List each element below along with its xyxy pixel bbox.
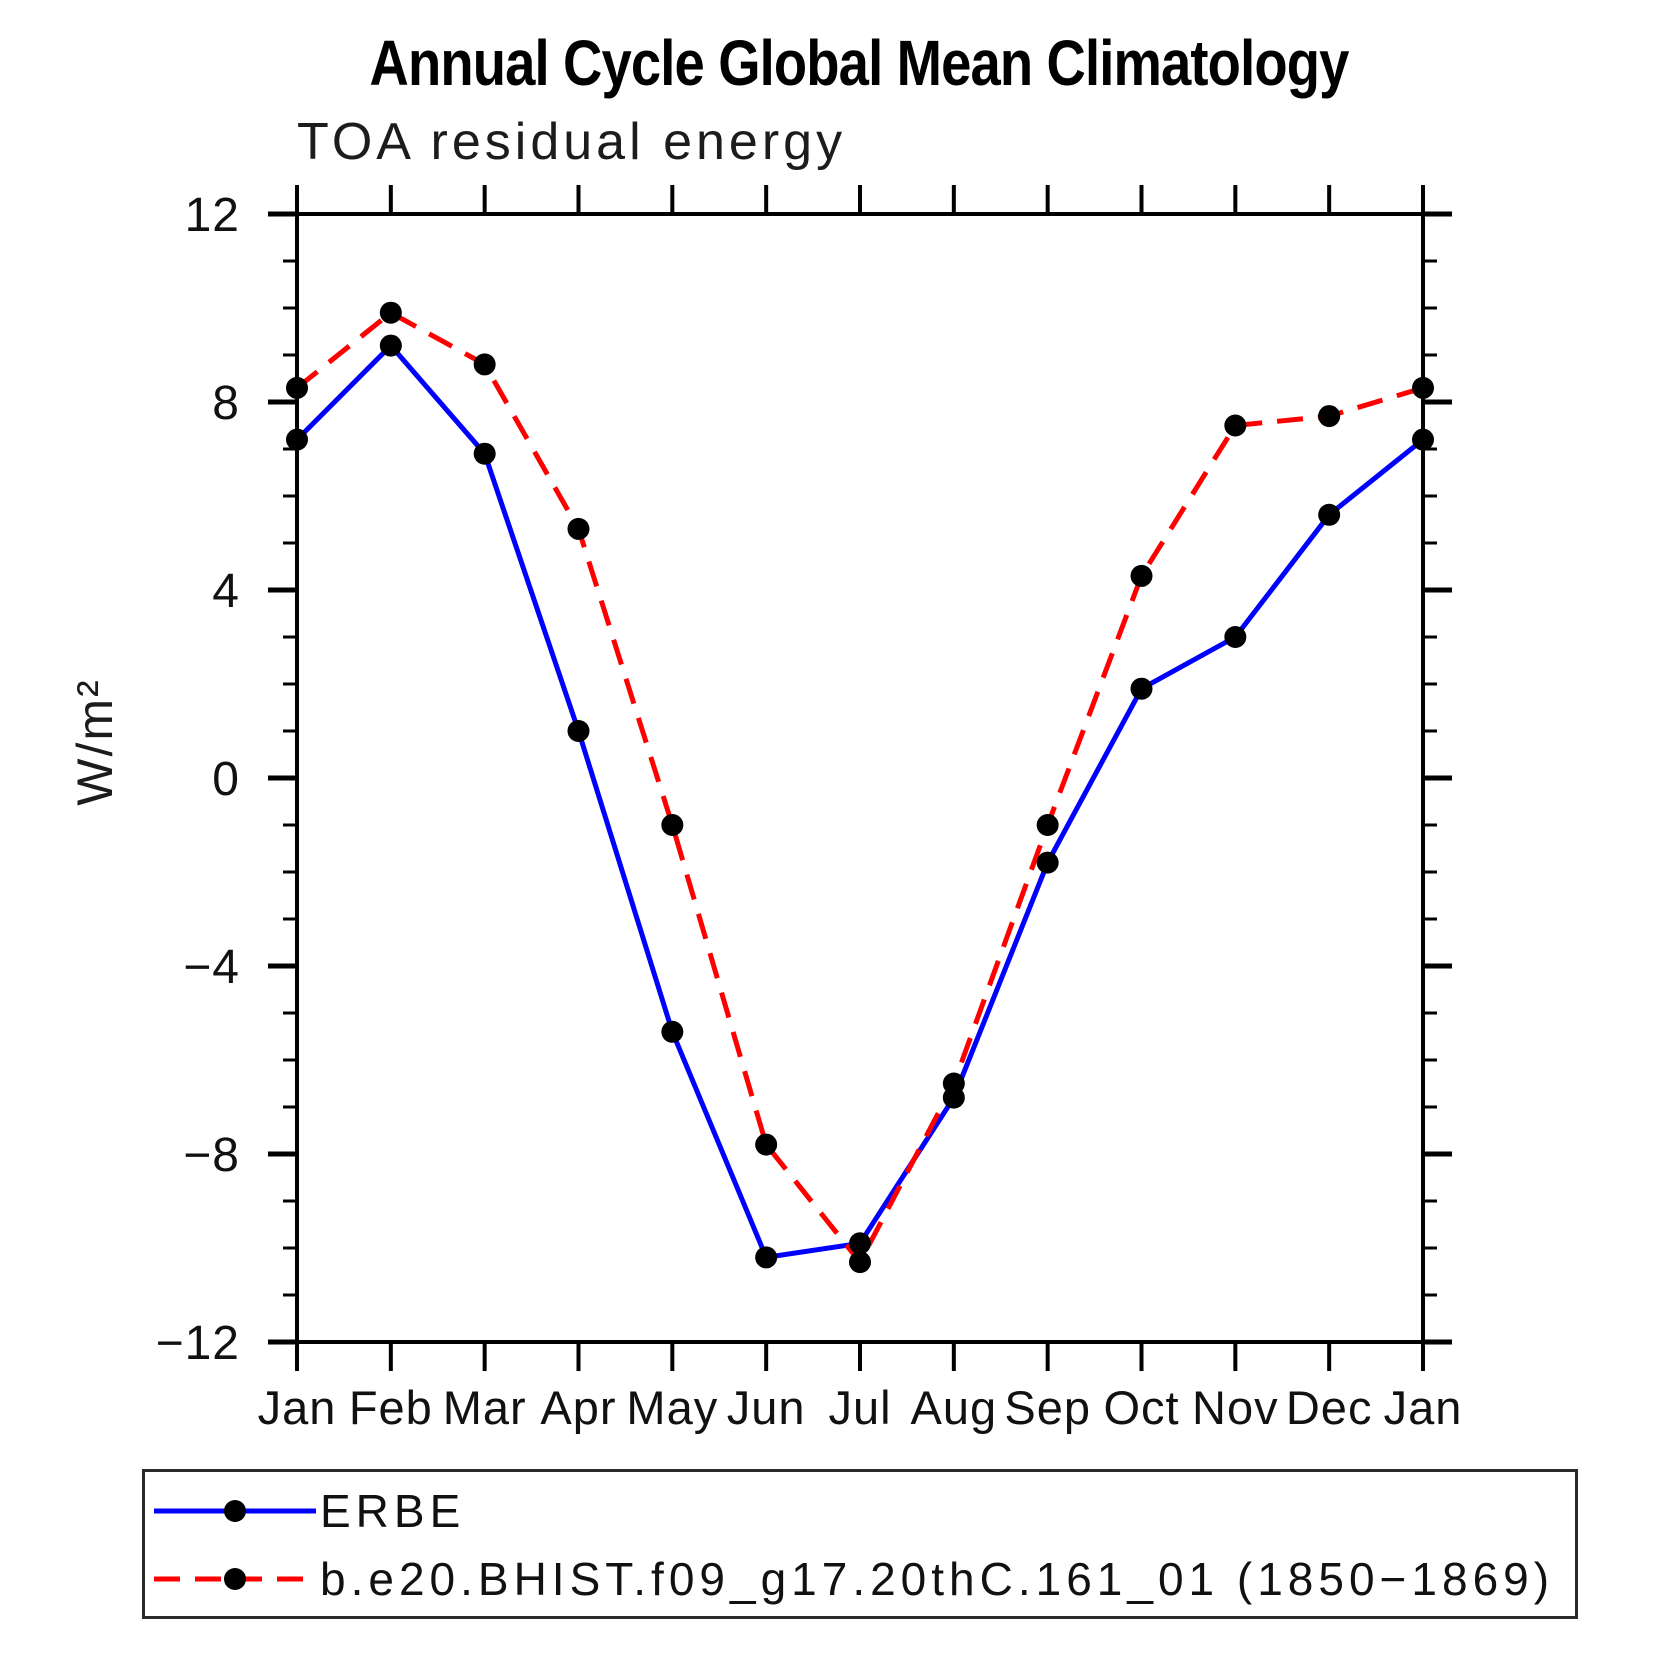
data-point-1 xyxy=(379,301,402,324)
data-point-0 xyxy=(1412,428,1434,451)
data-point-0 xyxy=(849,1232,871,1255)
data-point-1 xyxy=(567,517,590,540)
data-point-0 xyxy=(661,1020,684,1043)
y-tick-label: 12 xyxy=(185,189,240,242)
data-point-1 xyxy=(1130,564,1153,587)
legend-line-sample-erbe xyxy=(154,1500,316,1522)
data-point-1 xyxy=(942,1072,965,1095)
legend-label-erbe: ERBE xyxy=(320,1485,466,1537)
data-point-1 xyxy=(473,353,496,376)
y-tick-label: −4 xyxy=(183,941,240,994)
data-point-0 xyxy=(286,428,308,451)
data-point-1 xyxy=(1036,814,1059,836)
data-point-1 xyxy=(849,1251,871,1274)
x-tick-label: Dec xyxy=(1286,1381,1373,1434)
y-tick-label: −8 xyxy=(183,1129,240,1182)
data-point-0 xyxy=(567,720,590,742)
legend-line-sample-model xyxy=(154,1568,316,1590)
x-tick-label: Sep xyxy=(1004,1381,1091,1434)
data-point-0 xyxy=(1036,851,1059,874)
data-point-1 xyxy=(1412,376,1434,399)
x-tick-label: Oct xyxy=(1103,1381,1179,1434)
data-point-0 xyxy=(1130,677,1153,700)
y-tick-label: 8 xyxy=(212,377,240,430)
data-point-0 xyxy=(1224,626,1247,648)
data-point-1 xyxy=(286,376,308,399)
series-line-0 xyxy=(295,341,1425,1261)
x-tick-label: May xyxy=(626,1381,718,1434)
x-tick-label: Mar xyxy=(443,1381,527,1434)
legend-item-model: b.e20.BHIST.f09_g17.20thC.161_01 (1850−1… xyxy=(150,1553,1555,1605)
series-line-1 xyxy=(295,309,1424,1267)
legend-label-model: b.e20.BHIST.f09_g17.20thC.161_01 (1850−1… xyxy=(320,1553,1555,1605)
chart-subtitle: TOA residual energy xyxy=(297,113,847,171)
y-tick-label: −12 xyxy=(156,1317,240,1370)
data-point-1 xyxy=(1318,405,1341,428)
chart-title: Annual Cycle Global Mean Climatology xyxy=(369,27,1350,99)
data-point-1 xyxy=(661,814,684,836)
data-point-0 xyxy=(473,442,496,465)
legend-marker-icon xyxy=(224,1500,246,1522)
x-tick-label: Jan xyxy=(258,1381,337,1434)
y-tick-label: 4 xyxy=(212,565,240,618)
data-point-0 xyxy=(1318,503,1341,526)
x-tick-label: Aug xyxy=(911,1381,998,1434)
x-tick-label: Apr xyxy=(540,1381,616,1434)
x-tick-label: Nov xyxy=(1192,1381,1279,1434)
data-point-1 xyxy=(755,1133,778,1156)
x-tick-label: Jul xyxy=(828,1381,891,1434)
legend: ERBE b.e20.BHIST.f09_g17.20thC.161_01 (1… xyxy=(142,1469,1578,1619)
x-tick-label: Jun xyxy=(727,1381,806,1434)
data-point-0 xyxy=(755,1246,778,1269)
x-tick-label: Feb xyxy=(349,1381,433,1434)
x-tick-label: Jan xyxy=(1384,1381,1463,1434)
legend-item-erbe: ERBE xyxy=(150,1485,466,1537)
data-point-1 xyxy=(1224,414,1247,437)
y-tick-label: 0 xyxy=(212,753,240,806)
data-point-0 xyxy=(379,334,402,357)
legend-marker-icon xyxy=(224,1568,246,1590)
